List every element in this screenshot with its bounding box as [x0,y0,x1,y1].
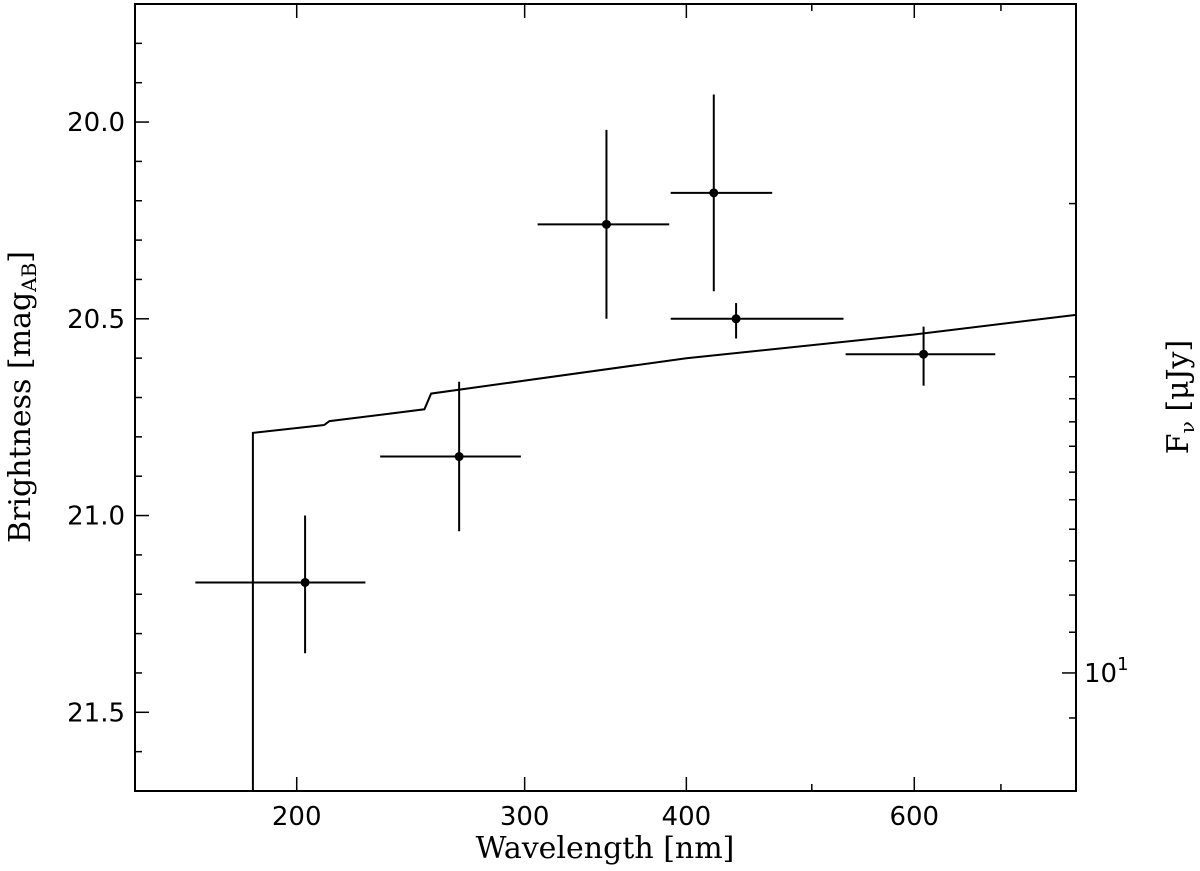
data-point-6 [845,326,996,386]
data-point-3 [537,129,670,319]
y2-ticks: 101 [1062,202,1129,719]
x-axis-title: Wavelength [nm] [476,831,735,866]
data-point-1 [195,515,366,654]
model-sed-line [251,313,1077,791]
point-marker [454,452,464,462]
y-ticks: 20.0 20.5 21.0 21.5 [67,42,149,753]
x-tick-label: 200 [272,802,322,832]
y2-tick-label: 101 [1084,654,1129,689]
y2-axis-title-main: F [1161,433,1196,454]
data-point-2 [380,381,521,532]
plot-frame [134,3,1077,792]
y-tick-label: 20.5 [67,305,125,335]
y2-axis-title-unit: [μJy] [1161,340,1196,421]
point-marker [731,314,741,324]
y-tick-label: 21.0 [67,502,125,532]
data-point-5 [670,303,844,339]
y-axis-title-main: Brightness [3,369,38,543]
y-tick-label: 21.5 [67,698,125,728]
point-marker [709,188,719,198]
y-axis-title-close: ] [3,251,38,263]
point-marker [601,219,611,229]
y-axis-title: Brightness [magAB] [3,251,41,543]
point-marker [919,349,929,359]
y-tick-label: 20.0 [67,108,125,138]
model-layer [251,313,1077,791]
points-layer [195,94,996,654]
x-tick-label: 400 [662,802,712,832]
y2-axis-title-sub: ν [1175,421,1199,433]
y-axis-title-sub: AB [17,263,41,293]
x-tick-label: 600 [889,802,939,832]
y2-axis-title: Fν [μJy] [1161,340,1199,454]
y-axis-title-unit: [mag [3,292,38,369]
data-point-4 [670,94,773,292]
x-tick-label: 300 [500,802,550,832]
point-marker [300,577,310,587]
x-ticks: 200 300 400 600 [272,4,1002,832]
